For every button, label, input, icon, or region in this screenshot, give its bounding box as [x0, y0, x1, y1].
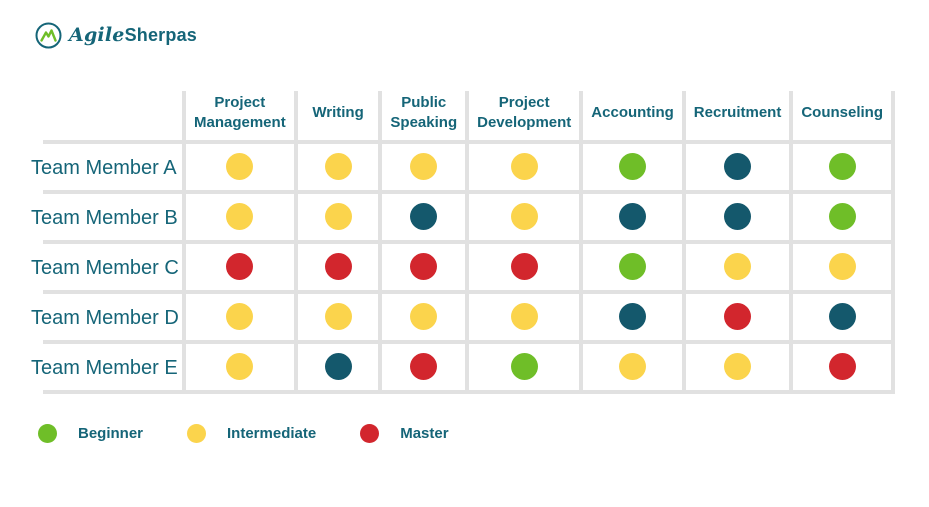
legend-dot-green	[38, 423, 57, 443]
skill-dot-yellow	[510, 153, 538, 180]
skill-cell	[378, 143, 466, 194]
skill-cell	[579, 243, 682, 294]
skill-dot-yellow	[226, 353, 254, 380]
skill-dot-yellow	[510, 303, 538, 330]
skill-dot-yellow	[724, 253, 752, 280]
column-header: Project Development	[465, 91, 580, 144]
column-header: Project Management	[182, 91, 294, 144]
skill-cell	[182, 243, 294, 294]
skill-cell	[378, 193, 466, 244]
skill-dot-green	[510, 353, 538, 380]
skill-cell	[182, 143, 294, 194]
skill-cell	[465, 293, 580, 344]
skill-dot-red	[828, 353, 856, 380]
skill-cell	[579, 193, 682, 244]
skill-dot-yellow	[510, 203, 538, 230]
skill-dot-yellow	[619, 353, 647, 380]
skill-dot-green	[828, 153, 856, 180]
skill-dot-yellow	[226, 203, 254, 230]
skill-cell	[182, 293, 294, 344]
skill-cell	[465, 243, 580, 294]
skill-dot-teal	[619, 203, 647, 230]
brand-text: AgileSherpas	[69, 24, 197, 46]
skill-dot-yellow	[324, 203, 352, 230]
column-header: Accounting	[579, 91, 682, 144]
skill-dot-teal	[619, 303, 647, 330]
skill-dot-red	[510, 253, 538, 280]
skill-dot-teal	[828, 303, 856, 330]
row-label: Team Member C	[25, 243, 182, 294]
skill-dot-red	[226, 253, 254, 280]
skill-dot-yellow	[226, 303, 254, 330]
skill-cell	[182, 193, 294, 244]
skill-cell	[681, 293, 790, 344]
skill-cell	[465, 343, 580, 394]
brand-text-agile: Agile	[69, 24, 125, 46]
legend-label: Master	[400, 424, 449, 442]
skills-matrix: Project Management Writing Public Speaking…	[25, 84, 895, 394]
skill-dot-teal	[724, 153, 752, 180]
skill-dot-teal	[324, 353, 352, 380]
skill-dot-red	[410, 353, 438, 380]
skill-cell	[378, 293, 466, 344]
row-label: Team Member D	[25, 293, 182, 344]
brand-logo: AgileSherpas	[35, 20, 929, 50]
row-label: Team Member E	[25, 343, 182, 394]
column-header: Public Speaking	[378, 91, 466, 144]
skill-cell	[182, 343, 294, 394]
skill-cell	[579, 343, 682, 394]
skill-cell	[681, 343, 790, 394]
skill-cell	[789, 343, 895, 394]
skill-cell	[465, 193, 580, 244]
skill-cell	[293, 243, 379, 294]
skill-cell	[681, 243, 790, 294]
legend-dot-yellow	[187, 423, 207, 443]
skill-dot-yellow	[324, 303, 352, 330]
logo-icon	[35, 22, 62, 49]
skill-dot-green	[619, 253, 647, 280]
skill-cell	[789, 143, 895, 194]
skill-dot-red	[724, 303, 752, 330]
skill-dot-green	[619, 153, 647, 180]
column-header: Counseling	[789, 91, 895, 144]
skill-dot-yellow	[410, 303, 438, 330]
legend-item: Master	[360, 423, 449, 443]
skill-cell	[789, 193, 895, 244]
skill-cell	[579, 293, 682, 344]
legend-item: Intermediate	[187, 423, 317, 443]
column-header: Recruitment	[681, 91, 790, 144]
skill-cell	[681, 193, 790, 244]
skill-dot-teal	[724, 203, 752, 230]
skill-dot-teal	[410, 203, 438, 230]
skill-cell	[378, 243, 466, 294]
legend-item: Beginner	[38, 423, 144, 443]
skill-dot-red	[410, 253, 438, 280]
skill-cell	[293, 193, 379, 244]
skill-cell	[293, 143, 379, 194]
skill-dot-yellow	[724, 353, 752, 380]
skill-dot-yellow	[226, 153, 254, 180]
skill-dot-yellow	[410, 153, 438, 180]
skill-cell	[378, 343, 466, 394]
matrix-corner-cell	[25, 84, 182, 144]
skill-cell	[579, 143, 682, 194]
legend-dot-red	[360, 423, 380, 443]
skill-dot-green	[828, 203, 856, 230]
legend-label: Intermediate	[227, 424, 317, 442]
skill-dot-red	[324, 253, 352, 280]
legend-label: Beginner	[78, 424, 144, 442]
legend: Beginner Intermediate Master	[38, 423, 929, 443]
skill-cell	[789, 243, 895, 294]
skill-cell	[789, 293, 895, 344]
skill-dot-yellow	[324, 153, 352, 180]
skill-cell	[465, 143, 580, 194]
skill-cell	[681, 143, 790, 194]
brand-text-sherpas: Sherpas	[124, 25, 197, 45]
row-label: Team Member B	[25, 193, 182, 244]
skill-dot-yellow	[828, 253, 856, 280]
skill-cell	[293, 343, 379, 394]
column-header: Writing	[293, 91, 379, 144]
skill-cell	[293, 293, 379, 344]
row-label: Team Member A	[25, 143, 182, 194]
